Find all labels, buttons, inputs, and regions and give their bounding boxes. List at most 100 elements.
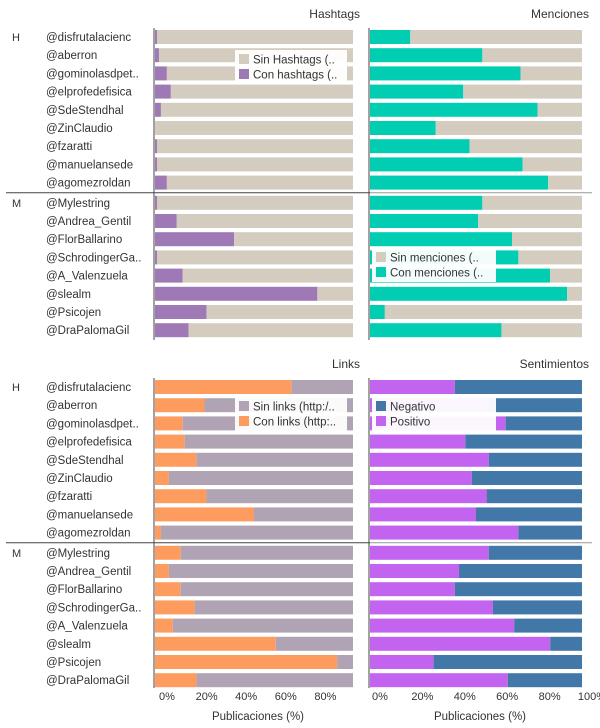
row-label: @gominolasdpet.. <box>46 418 139 430</box>
panel-title: Menciones <box>531 7 589 21</box>
bar-segment-primary <box>155 564 169 578</box>
bar-segment-primary <box>155 214 177 228</box>
legend-swatch <box>376 252 386 262</box>
x-tick-label: 100% <box>578 691 600 703</box>
bar-segment-primary <box>155 655 338 669</box>
bar-segment-primary <box>155 66 167 81</box>
bar-segment-remainder <box>488 452 582 467</box>
row-label: @SchrodingerGa.. <box>46 602 141 614</box>
x-axis-label: Publicaciones (%) <box>434 711 526 723</box>
bar-segment-remainder <box>317 286 353 301</box>
x-tick-label: 0% <box>372 691 388 703</box>
bar-segment-primary <box>370 286 568 301</box>
legend-swatch <box>239 69 249 79</box>
bar-segment-primary <box>155 102 161 117</box>
bar-segment-primary <box>155 268 183 283</box>
x-tick-label: 80% <box>539 691 561 703</box>
row-label: @SchrodingerGa.. <box>46 252 141 264</box>
bar-segment-remainder <box>550 636 582 651</box>
bar-segment-primary <box>155 471 169 485</box>
bar-segment-remainder <box>194 600 353 615</box>
row-label: @FlorBallarino <box>46 584 122 596</box>
x-tick-label: 40% <box>235 691 257 703</box>
bar-segment-remainder <box>337 655 353 669</box>
bar-segment-remainder <box>550 268 582 283</box>
bar-segment-remainder <box>188 323 353 338</box>
bar-segment-remainder <box>156 30 353 44</box>
bar-segment-primary <box>155 600 195 615</box>
bar-segment-primary <box>155 250 157 265</box>
bar-segment-remainder <box>488 398 582 413</box>
bar-segment-remainder <box>507 673 582 688</box>
bar-segment-primary <box>370 139 470 154</box>
bar-segment-remainder <box>486 489 582 504</box>
bar-segment-primary <box>155 48 159 63</box>
legend-swatch <box>376 401 386 411</box>
bar-segment-remainder <box>454 582 582 597</box>
bar-segment-remainder <box>469 139 582 154</box>
panel-title: Links <box>332 357 360 371</box>
bar-segment-primary <box>370 84 464 99</box>
bar-segment-primary <box>155 636 276 651</box>
bar-segment-remainder <box>433 655 582 669</box>
bar-segment-remainder <box>176 214 353 228</box>
row-label: @slealm <box>46 639 91 651</box>
row-label: @slealm <box>46 289 91 301</box>
bar-segment-primary <box>155 195 157 210</box>
group-label: M <box>12 548 21 560</box>
legend-label: Positivo <box>390 417 430 429</box>
bar-segment-primary <box>155 452 197 467</box>
bar-segment-remainder <box>156 195 353 210</box>
row-label: @DraPalomaGil <box>46 675 129 687</box>
bar-segment-remainder <box>512 232 582 247</box>
bar-segment-remainder <box>537 102 582 117</box>
bar-segment-remainder <box>482 195 582 210</box>
bar-segment-remainder <box>180 582 353 597</box>
bar-segment-primary <box>370 30 411 44</box>
group-label: H <box>12 32 20 44</box>
row-label: @Psicojen <box>46 657 101 669</box>
row-label: @aberron <box>46 400 97 412</box>
row-label: @Psicojen <box>46 307 101 319</box>
row-label: @Mylestring <box>46 548 110 560</box>
bar-segment-remainder <box>410 30 582 44</box>
bar-segment-primary <box>370 507 476 522</box>
bar-segment-primary <box>370 489 487 504</box>
bar-segment-remainder <box>156 139 353 154</box>
panel-title: Sentimientos <box>520 357 589 371</box>
bar-segment-primary <box>370 214 479 228</box>
row-label: @aberron <box>46 50 97 62</box>
bar-segment-primary <box>155 545 181 560</box>
bar-segment-primary <box>155 380 292 394</box>
bar-segment-primary <box>370 434 466 449</box>
row-label: @SdeStendhal <box>46 455 124 467</box>
legend-label: Con links (http:.. <box>253 417 336 429</box>
group-label: M <box>12 198 21 210</box>
row-label: @DraPalomaGil <box>46 325 129 337</box>
bar-segment-primary <box>370 655 434 669</box>
bar-segment-remainder <box>514 618 582 633</box>
x-tick-label: 20% <box>411 691 433 703</box>
bar-segment-primary <box>155 323 189 338</box>
panel-title: Hashtags <box>309 7 360 21</box>
bar-segment-remainder <box>459 564 582 578</box>
bar-segment-primary <box>155 489 207 504</box>
bar-segment-remainder <box>170 84 353 99</box>
x-tick-label: 60% <box>275 691 297 703</box>
bar-segment-primary <box>155 139 157 154</box>
bar-segment-primary <box>370 48 483 63</box>
bar-segment-primary <box>370 380 455 394</box>
bar-segment-remainder <box>166 175 353 190</box>
legend-label: Con hashtags (.. <box>253 70 337 82</box>
row-label: @agomezroldan <box>46 178 131 190</box>
bar-segment-primary <box>370 545 489 560</box>
row-label: @disfrutalacienc <box>46 32 131 44</box>
bar-segment-primary <box>370 66 521 81</box>
bar-segment-remainder <box>492 600 582 615</box>
bar-segment-remainder <box>482 48 582 63</box>
bar-segment-primary <box>370 121 436 135</box>
bar-segment-remainder <box>518 525 582 540</box>
bar-segment-remainder <box>168 564 353 578</box>
bar-segment-remainder <box>291 380 353 394</box>
